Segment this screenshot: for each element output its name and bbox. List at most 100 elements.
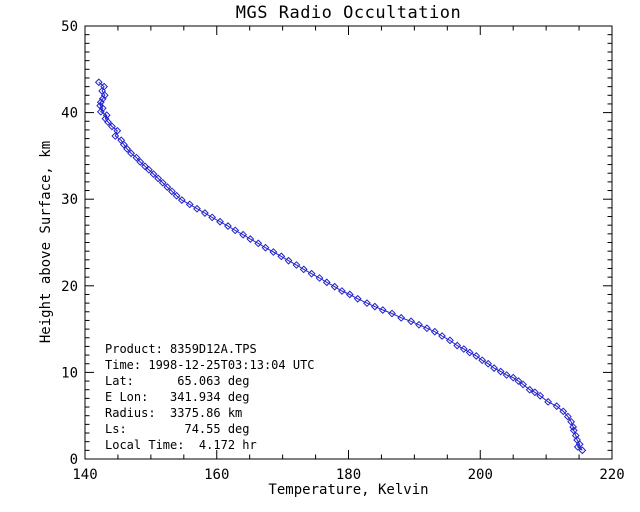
- data-point-marker: [536, 391, 545, 400]
- x-tick-label: 140: [72, 467, 97, 483]
- x-tick-label: 160: [204, 467, 229, 483]
- data-point-marker: [307, 269, 316, 278]
- data-point-marker: [224, 222, 232, 230]
- data-point-marker: [502, 371, 511, 379]
- data-point-marker: [96, 107, 105, 116]
- data-point-marker: [231, 226, 240, 235]
- data-point-marker: [388, 309, 396, 318]
- data-point-marker: [496, 367, 505, 376]
- data-point-marker: [168, 187, 176, 196]
- data-point-marker: [472, 352, 481, 360]
- data-point-marker: [141, 162, 149, 171]
- data-point-marker: [113, 126, 122, 135]
- data-point-marker: [552, 402, 561, 411]
- data-point-marker: [446, 336, 454, 345]
- data-point-marker: [465, 348, 474, 357]
- annotation-line-7: Local Time: 4.172 hr: [105, 438, 257, 452]
- data-point-marker: [345, 290, 354, 299]
- data-point-marker: [119, 140, 128, 149]
- data-point-marker: [370, 302, 379, 311]
- y-tick-label: 0: [70, 452, 78, 468]
- data-point-marker: [438, 332, 446, 340]
- x-tick-label: 220: [599, 467, 624, 483]
- annotation-line-4: E Lon: 341.934 deg: [105, 390, 250, 404]
- x-axis-label: Temperature, Kelvin: [268, 482, 429, 498]
- data-point-marker: [144, 165, 153, 174]
- data-point-marker: [378, 306, 387, 314]
- data-point-marker: [177, 196, 186, 204]
- y-tick-label: 10: [61, 365, 78, 381]
- data-point-marker: [261, 243, 270, 252]
- data-point-marker: [254, 239, 263, 248]
- data-point-marker: [127, 149, 136, 158]
- data-point-marker: [284, 256, 293, 265]
- data-point-marker: [430, 327, 439, 336]
- data-point-marker: [322, 278, 331, 287]
- annotation-line-5: Radius: 3375.86 km: [105, 406, 243, 420]
- data-point-marker: [100, 91, 109, 100]
- data-point-marker: [509, 373, 518, 382]
- data-point-marker: [216, 217, 224, 226]
- data-point-marker: [104, 118, 112, 127]
- data-point-marker: [102, 111, 111, 120]
- data-point-marker: [154, 174, 163, 183]
- data-point-marker: [569, 423, 578, 431]
- data-point-marker: [422, 324, 431, 333]
- data-point-marker: [172, 191, 181, 200]
- data-point-marker: [490, 364, 498, 372]
- temperature-profile-line: [98, 81, 583, 451]
- data-point-marker: [531, 388, 539, 397]
- annotation-line-1: Product: 8359D12A.TPS: [105, 342, 257, 356]
- data-point-marker: [149, 170, 158, 178]
- data-point-marker: [459, 345, 468, 353]
- annotation-line-2: Time: 1998-12-25T03:13:04 UTC: [105, 358, 315, 372]
- data-point-marker: [123, 145, 132, 153]
- annotation-line-3: Lat: 65.063 deg: [105, 374, 250, 388]
- data-point-marker: [478, 356, 487, 365]
- y-axis-label: Height above Surface, km: [38, 140, 54, 344]
- data-point-marker: [578, 446, 587, 455]
- data-point-marker: [132, 153, 141, 162]
- data-point-marker: [277, 252, 286, 261]
- data-point-marker: [108, 122, 116, 131]
- data-point-marker: [559, 407, 568, 416]
- data-point-marker: [98, 94, 107, 103]
- y-tick-label: 40: [61, 106, 78, 122]
- data-point-marker: [299, 265, 308, 274]
- data-point-marker: [567, 417, 576, 426]
- data-point-marker: [193, 204, 201, 213]
- data-point-marker: [200, 209, 209, 217]
- data-point-marker: [98, 104, 107, 113]
- data-point-marker: [163, 183, 172, 191]
- data-point-marker: [239, 230, 248, 239]
- annotation-line-6: Ls: 74.55 deg: [105, 422, 250, 436]
- data-point-marker: [397, 313, 406, 322]
- annotation-block: Product: 8359D12A.TPS Time: 1998-12-25T03…: [105, 341, 315, 453]
- data-point-marker: [407, 317, 415, 326]
- data-point-marker: [415, 320, 423, 329]
- x-tick-label: 180: [336, 467, 361, 483]
- y-tick-label: 20: [61, 279, 78, 295]
- data-point-marker: [571, 431, 580, 440]
- data-point-marker: [453, 341, 462, 350]
- data-point-marker: [519, 380, 527, 389]
- data-point-marker: [569, 426, 578, 435]
- data-point-marker: [338, 287, 346, 295]
- data-point-marker: [158, 178, 167, 187]
- plot-title: MGS Radio Occultation: [235, 3, 462, 23]
- data-point-marker: [111, 132, 120, 140]
- data-point-marker: [246, 235, 255, 243]
- y-tick-label: 50: [61, 19, 78, 35]
- data-point-marker: [136, 158, 145, 166]
- data-point-marker: [525, 385, 534, 394]
- data-point-marker: [96, 98, 105, 107]
- data-point-marker: [269, 248, 278, 256]
- data-point-marker: [544, 397, 553, 406]
- data-point-marker: [94, 78, 103, 87]
- data-point-marker: [563, 412, 572, 421]
- data-point-marker: [484, 359, 493, 368]
- data-point-marker: [330, 282, 339, 291]
- data-point-marker: [363, 299, 371, 308]
